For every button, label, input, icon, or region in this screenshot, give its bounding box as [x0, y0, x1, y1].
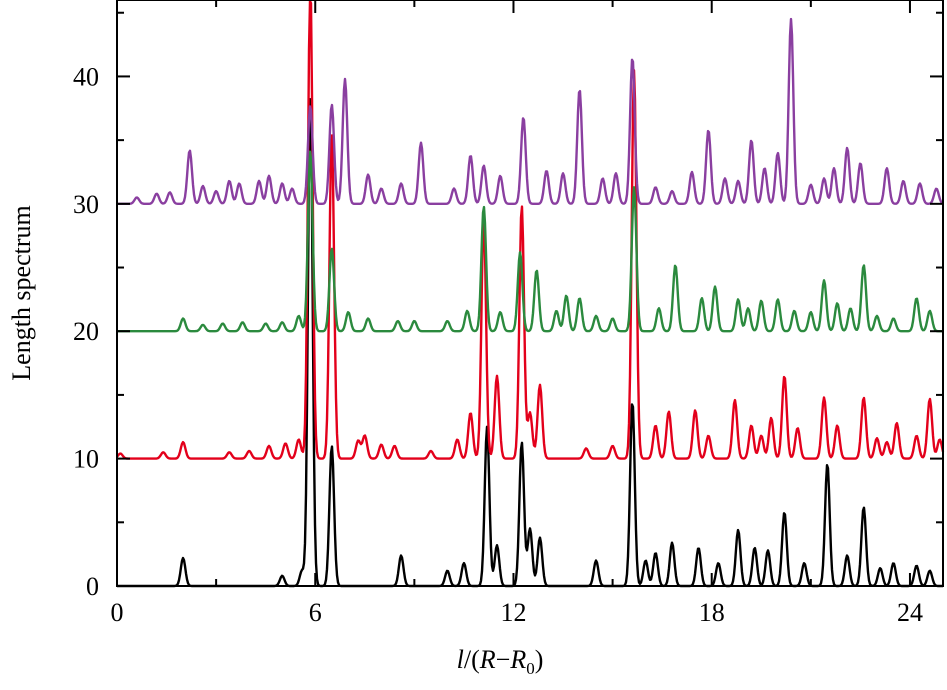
x-tick-label: 0: [111, 598, 124, 627]
y-tick-label: 0: [86, 572, 99, 601]
series-layer: [116, 0, 945, 588]
y-axis-title: Length spectrum: [7, 205, 36, 380]
y-tick-label: 30: [73, 190, 99, 219]
series-line-2: [116, 150, 944, 333]
x-tick-label: 12: [500, 598, 526, 627]
x-tick-label: 24: [897, 598, 923, 627]
x-tick-label: 6: [309, 598, 322, 627]
y-tick-label: 10: [73, 445, 99, 474]
series-line-1: [116, 0, 945, 460]
y-tick-label: 40: [73, 62, 99, 91]
y-tick-label: 20: [73, 317, 99, 346]
series-line-3: [116, 17, 944, 205]
plot-frame: [116, 0, 944, 587]
x-axis-title: l/(R−R0): [457, 645, 544, 678]
tick-layer: 0 6 12 18 24 0 10 20 30 40: [73, 0, 943, 627]
series-line-0: [116, 98, 944, 588]
x-tick-label: 18: [699, 598, 725, 627]
